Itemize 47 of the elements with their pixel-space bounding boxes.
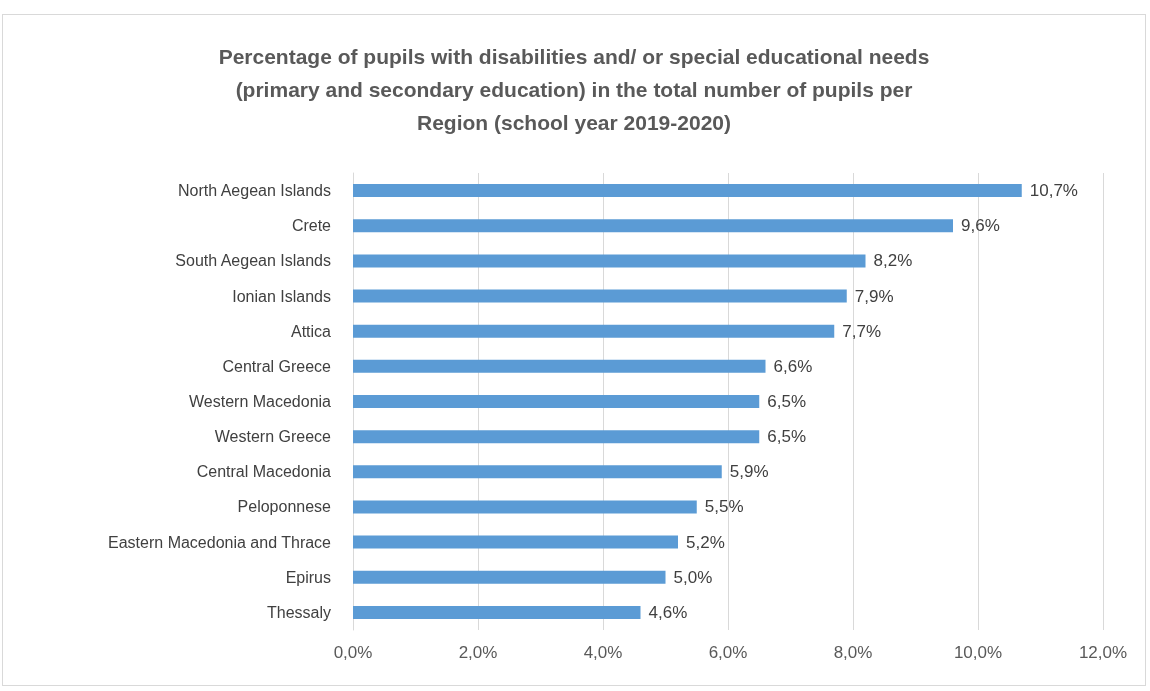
y-tick-label: Central Macedonia — [196, 463, 332, 481]
y-tick-label: Ionian Islands — [232, 287, 331, 305]
data-label: 6,5% — [767, 392, 806, 411]
bar — [353, 219, 953, 233]
chart-title: Percentage of pupils with disabilities and/ or special educational needs (primary and secondary education) in the total number of pupils per Region (school year 2019-2020) — [218, 45, 930, 134]
bar — [353, 570, 666, 584]
data-label: 5,5% — [704, 497, 744, 517]
data-label: 4,6% — [648, 602, 688, 622]
bar — [353, 430, 760, 444]
data-label: 7,9% — [854, 286, 894, 306]
bar — [353, 605, 641, 619]
y-tick-label: Peloponnese — [237, 498, 332, 516]
y-tick-label: Attica — [290, 322, 332, 340]
data-label: 5,9% — [729, 462, 769, 482]
y-tick-label: South Aegean Islands — [175, 252, 331, 270]
data-label: 5,0% — [673, 567, 713, 587]
bar — [353, 184, 1022, 198]
bar — [353, 359, 766, 373]
bar — [353, 395, 760, 408]
bar — [353, 500, 697, 514]
bar — [353, 535, 678, 549]
x-tick-label: 4,0% — [583, 643, 623, 662]
y-tick-label: Eastern Macedonia and Thrace — [108, 533, 332, 551]
bar — [353, 465, 722, 479]
y-tick-label: Thessaly — [266, 603, 331, 621]
data-label: 9,6% — [961, 216, 1000, 236]
bar — [353, 254, 866, 268]
data-label: 5,2% — [686, 532, 725, 552]
data-label: 6,6% — [773, 356, 813, 376]
x-tick-label: 2,0% — [458, 643, 498, 662]
data-label: 8,2% — [873, 251, 913, 271]
y-tick-label: Epirus — [285, 568, 331, 586]
bar — [353, 324, 835, 338]
x-tick-label: 10,0% — [953, 643, 1003, 662]
data-label: 10,7% — [1029, 181, 1078, 201]
y-tick-label: Crete — [291, 217, 332, 235]
y-tick-label: Central Greece — [222, 357, 332, 375]
y-tick-label: North Aegean Islands — [178, 182, 331, 200]
bar — [353, 289, 847, 303]
x-tick-label: 6,0% — [708, 643, 748, 662]
y-tick-label: Western Greece — [214, 428, 332, 446]
data-label: 7,7% — [842, 321, 881, 341]
y-tick-label: Western Macedonia — [189, 393, 332, 410]
x-tick-label: 8,0% — [833, 643, 873, 662]
data-label: 6,5% — [767, 427, 806, 447]
x-tick-label: 12,0% — [1078, 643, 1128, 662]
x-tick-label: 0,0% — [333, 643, 373, 662]
